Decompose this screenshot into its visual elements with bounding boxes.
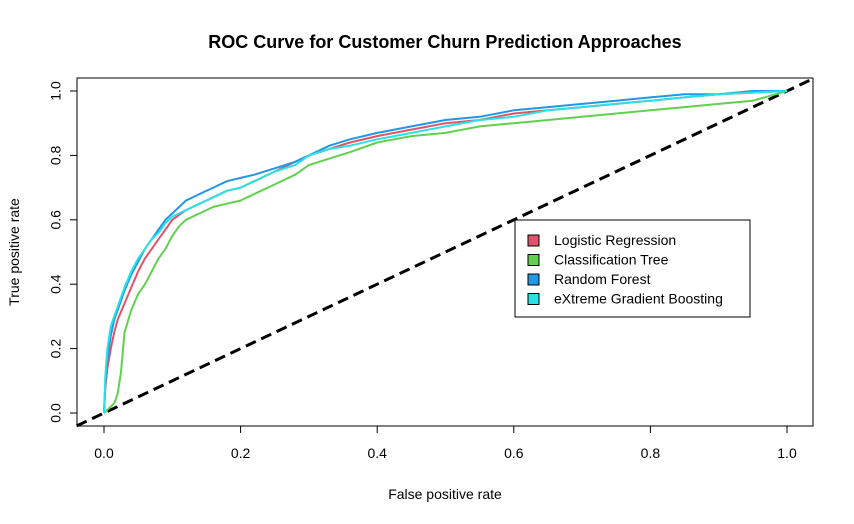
legend-label: Logistic Regression [554, 232, 676, 248]
x-tick-label: 0.2 [231, 445, 251, 461]
legend: Logistic Regression Classification Tree Ra… [514, 219, 751, 318]
y-tick-label: 0.0 [48, 403, 64, 423]
legend-label: Random Forest [554, 271, 651, 287]
y-axis-title: True positive rate [6, 198, 22, 306]
legend-swatch [527, 254, 540, 266]
chart-title: ROC Curve for Customer Churn Prediction … [208, 32, 681, 52]
series-line-4 [103, 90, 788, 414]
y-tick-label: 0.8 [48, 145, 64, 165]
series-line-2 [103, 90, 788, 414]
x-tick-label: 0.0 [94, 445, 114, 461]
y-tick-label: 0.6 [48, 210, 64, 230]
legend-box [514, 219, 751, 318]
plot-frame [76, 77, 814, 427]
legend-swatch [527, 234, 540, 247]
legend-swatch [527, 273, 540, 286]
series-group [103, 90, 788, 414]
legend-swatch [527, 293, 540, 305]
y-axis: 0.0 0.2 0.4 0.6 0.8 1.0 [48, 81, 77, 423]
legend-label: Classification Tree [554, 252, 669, 268]
legend-label: eXtreme Gradient Boosting [554, 291, 723, 307]
x-tick-label: 0.6 [504, 445, 524, 461]
y-tick-label: 1.0 [48, 81, 64, 101]
y-tick-label: 0.4 [48, 274, 64, 294]
x-tick-label: 1.0 [777, 445, 797, 461]
x-tick-label: 0.8 [641, 445, 661, 461]
x-axis-title: False positive rate [388, 486, 502, 502]
x-axis: 0.0 0.2 0.4 0.6 0.8 1.0 [94, 426, 797, 461]
x-tick-label: 0.4 [367, 445, 387, 461]
y-tick-label: 0.2 [48, 339, 64, 359]
series-line-3 [103, 90, 787, 414]
